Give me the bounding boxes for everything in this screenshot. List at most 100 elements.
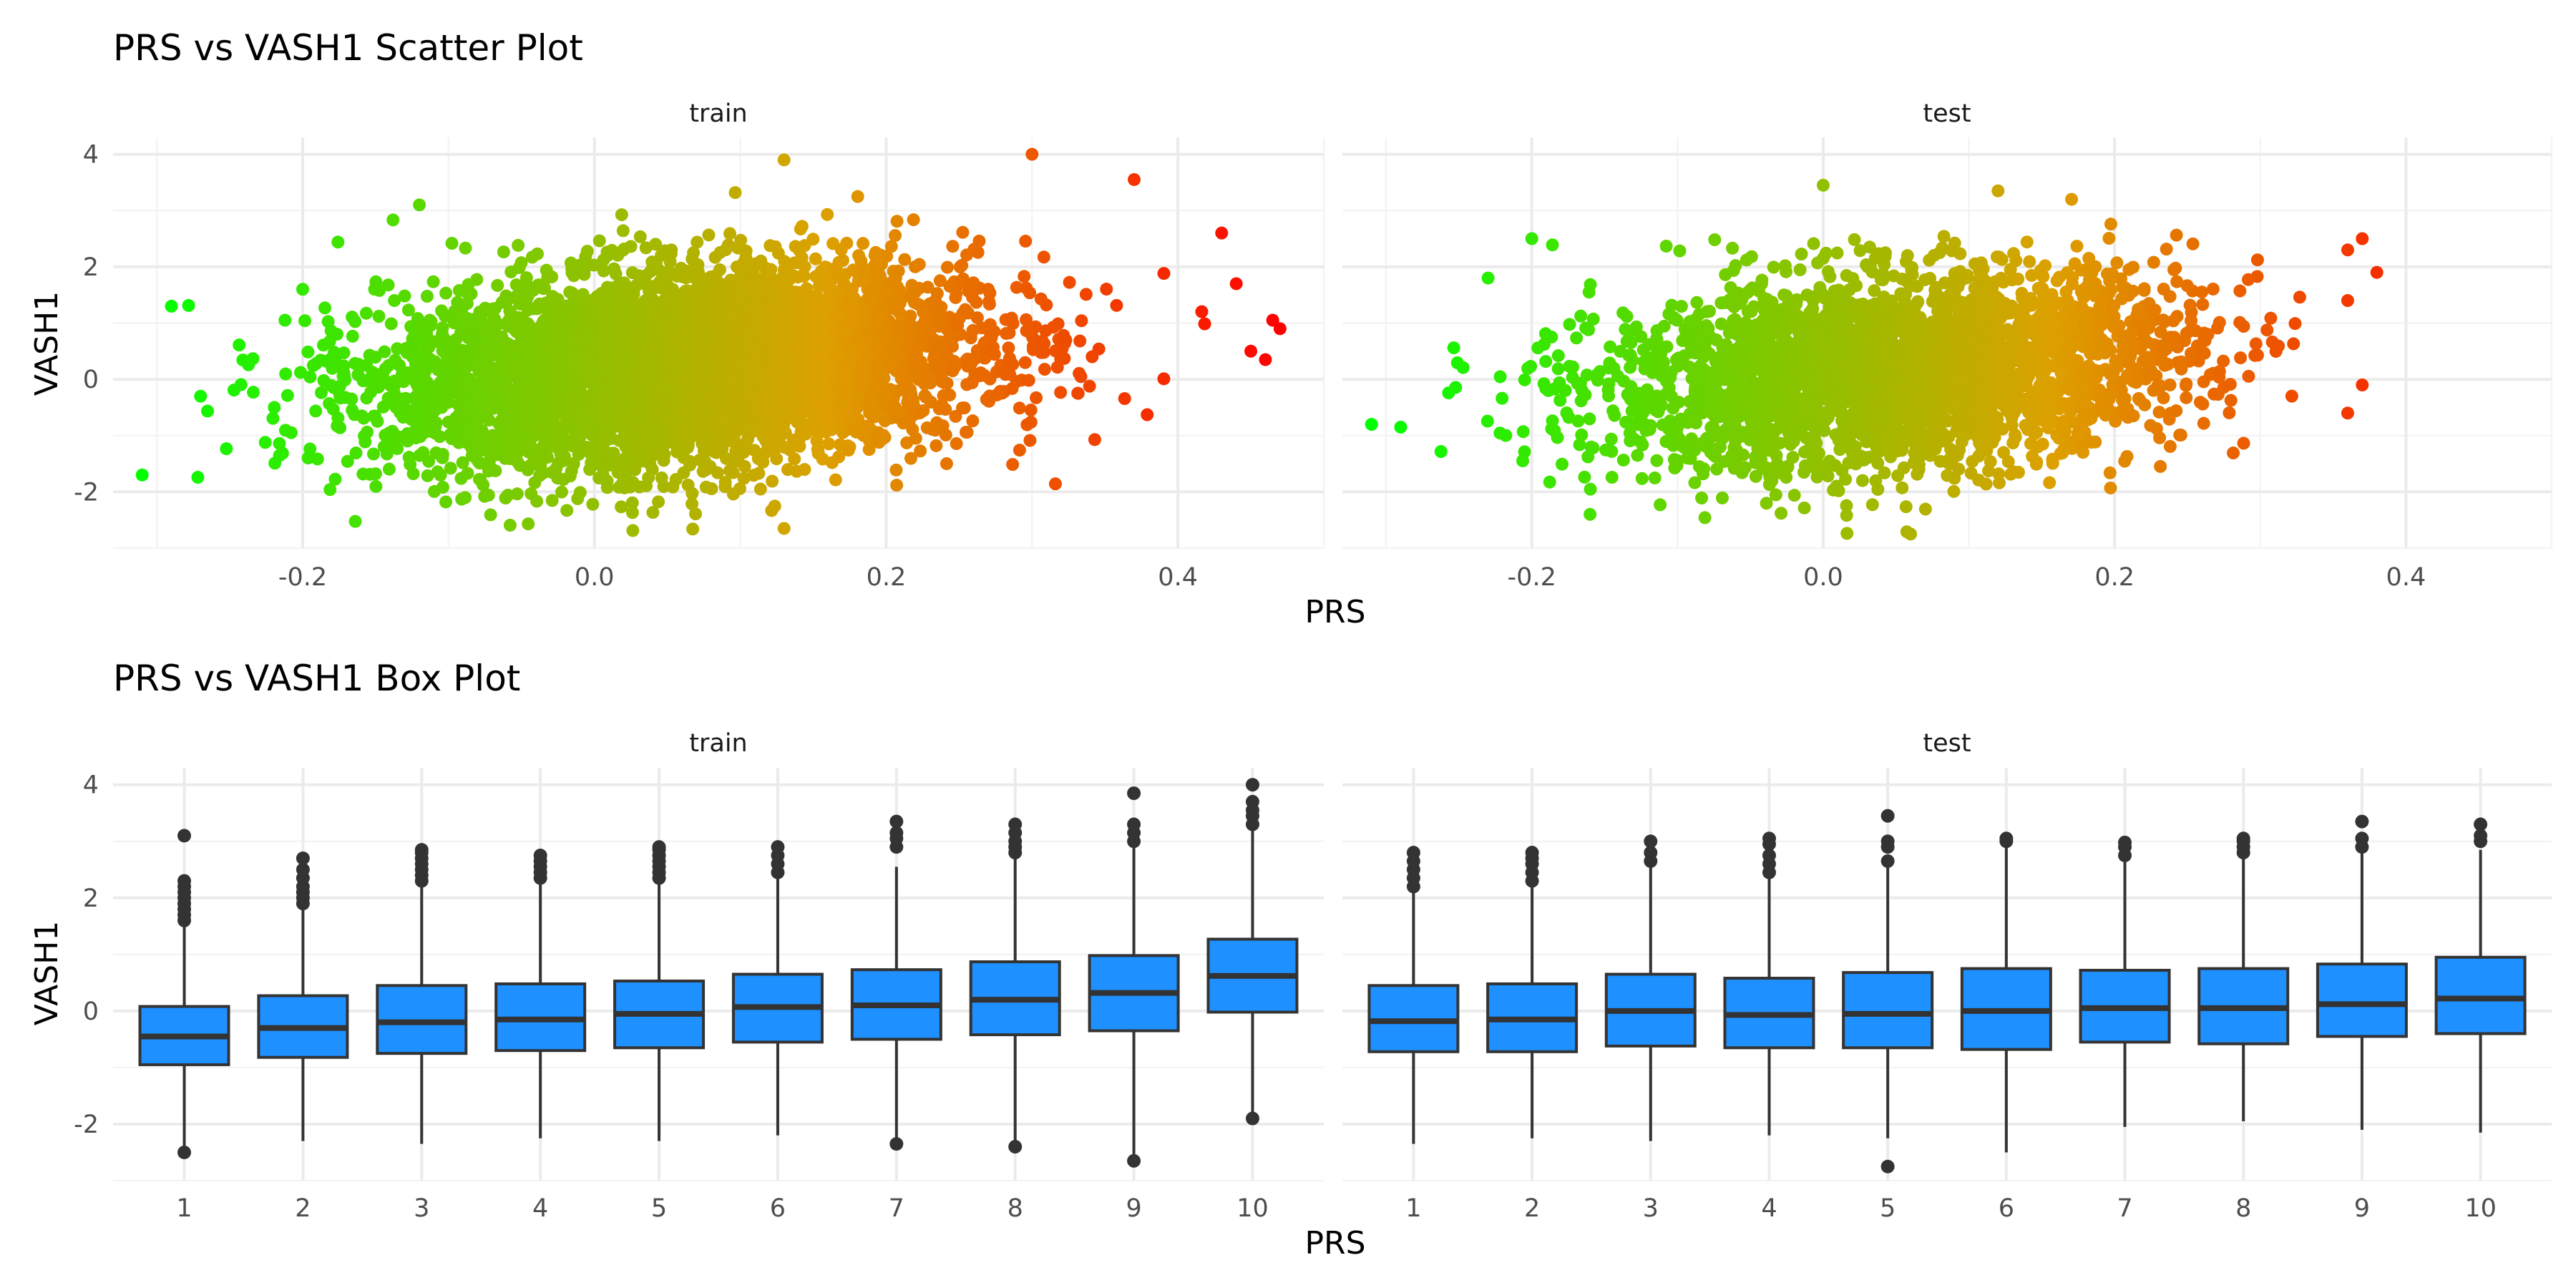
- scatter-point: [395, 368, 409, 381]
- scatter-point: [585, 456, 598, 469]
- scatter-point: [1110, 298, 1123, 312]
- scatter-point: [429, 446, 443, 459]
- scatter-point: [560, 504, 574, 517]
- scatter-point: [382, 462, 396, 476]
- scatter-point: [317, 374, 331, 387]
- scatter-point: [247, 386, 260, 399]
- scatter-point: [723, 464, 736, 477]
- scatter-point: [821, 208, 834, 221]
- scatter-point: [1018, 270, 1031, 283]
- scatter-point: [419, 341, 432, 355]
- scatter-point: [789, 240, 802, 253]
- scatter-point: [388, 294, 401, 308]
- scatter-point: [371, 381, 385, 394]
- scatter-point: [639, 241, 653, 255]
- scatter-point: [841, 439, 854, 453]
- scatter-point: [487, 443, 501, 457]
- scatter-point: [638, 432, 652, 446]
- scatter-point: [459, 241, 472, 255]
- scatter-point: [965, 356, 978, 369]
- scatter-point: [381, 278, 395, 292]
- scatter-point: [914, 444, 927, 458]
- scatter-point: [600, 245, 614, 259]
- scatter-point: [301, 452, 315, 465]
- scatter-point: [608, 262, 621, 275]
- x-tick-label: 0.4: [1158, 563, 1198, 592]
- scatter-point: [764, 263, 778, 276]
- scatter-point: [1054, 386, 1068, 399]
- scatter-point: [703, 295, 716, 308]
- scatter-point: [1073, 334, 1087, 348]
- scatter-point: [436, 480, 449, 494]
- scatter-point: [851, 190, 864, 203]
- scatter-point: [982, 298, 996, 311]
- scatter-point: [419, 365, 432, 379]
- scatter-point: [625, 266, 639, 280]
- scatter-point: [469, 452, 483, 465]
- scatter-point: [960, 248, 974, 262]
- scatter-point: [487, 312, 501, 326]
- scatter-point: [502, 439, 515, 453]
- scatter-point: [615, 208, 628, 222]
- scatter-point: [618, 242, 631, 255]
- scatter-point: [653, 275, 666, 289]
- scatter-point: [371, 414, 384, 428]
- scatter-point: [643, 265, 657, 278]
- scatter-point: [811, 445, 825, 459]
- scatter-point: [806, 389, 820, 403]
- scatter-point: [713, 263, 726, 277]
- scatter-point: [1019, 235, 1033, 248]
- scatter-point: [439, 495, 453, 509]
- scatter-point: [490, 428, 504, 441]
- scatter-point: [892, 264, 905, 278]
- scatter-point: [566, 439, 580, 453]
- scatter-point: [348, 356, 362, 370]
- scatter-point: [852, 249, 866, 263]
- scatter-point: [686, 522, 700, 536]
- scatter-point: [1047, 321, 1060, 334]
- scatter-point: [950, 436, 963, 450]
- scatter-point: [857, 262, 871, 275]
- scatter-point: [309, 404, 323, 418]
- scatter-point: [323, 335, 336, 348]
- scatter-point: [791, 255, 805, 269]
- scatter-point: [280, 389, 294, 402]
- scatter-point: [191, 471, 205, 484]
- scatter-point: [380, 447, 394, 461]
- scatter-point: [610, 414, 624, 428]
- scatter-point: [349, 447, 363, 460]
- scatter-point: [851, 394, 864, 407]
- scatter-point: [791, 416, 804, 429]
- scatter-point: [829, 261, 843, 275]
- scatter-point: [510, 487, 524, 501]
- scatter-point: [857, 237, 870, 250]
- scatter-point: [953, 260, 967, 274]
- scatter-point: [956, 225, 970, 239]
- scatter-point: [655, 471, 668, 484]
- scatter-point: [974, 366, 987, 380]
- scatter-point: [740, 419, 753, 432]
- scatter-point: [592, 234, 606, 248]
- scatter-point: [521, 463, 535, 477]
- scatter-point: [278, 313, 292, 327]
- scatter-point: [508, 383, 522, 396]
- box-title: PRS vs VASH1 Box Plot: [113, 658, 520, 699]
- scatter-point: [1020, 313, 1033, 326]
- scatter-point: [886, 275, 899, 288]
- scatter-point: [234, 378, 248, 391]
- scatter-point: [776, 424, 790, 437]
- scatter-point: [889, 463, 903, 477]
- scatter-point: [689, 507, 703, 521]
- scatter-point: [838, 278, 852, 292]
- scatter-point: [496, 361, 509, 375]
- scatter-point: [366, 447, 380, 461]
- scatter-point: [771, 246, 785, 260]
- y-tick-label: -2: [74, 478, 99, 507]
- scatter-point: [633, 230, 647, 243]
- scatter-point: [728, 186, 742, 200]
- y-tick-label: 4: [83, 141, 99, 170]
- scatter-point: [413, 449, 426, 462]
- scatter-point: [782, 370, 796, 384]
- scatter-point: [693, 403, 706, 416]
